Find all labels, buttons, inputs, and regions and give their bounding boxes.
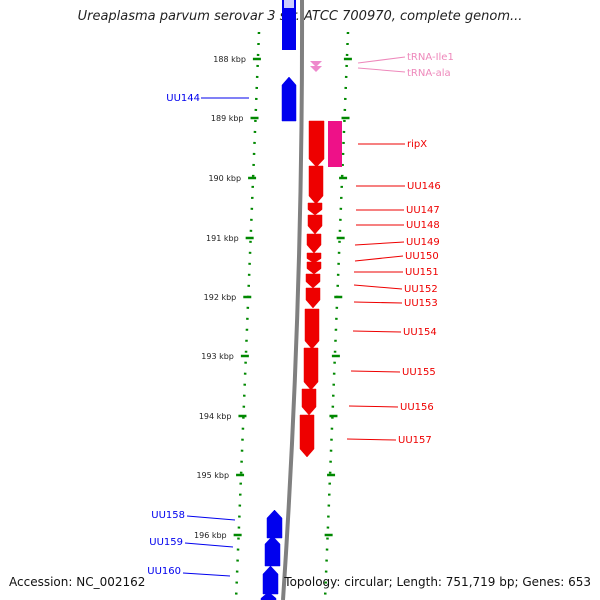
gene-label-UU160[interactable]: UU160 xyxy=(147,566,181,577)
gene-arrow-tRNA-ala xyxy=(310,66,322,72)
gene-arrow-UU160 xyxy=(262,565,279,595)
gene-label-line xyxy=(357,67,406,73)
gene-arrow-UU144 xyxy=(281,76,297,122)
gene-label-UU147[interactable]: UU147 xyxy=(406,205,440,216)
gene-arrow xyxy=(282,0,296,50)
gene-arrow-highlight xyxy=(284,0,294,8)
ruler-tick-label: 188 kbp xyxy=(213,55,246,64)
genome-backbone xyxy=(281,0,305,600)
gene-label-UU144[interactable]: UU144 xyxy=(166,93,200,104)
gene-arrow-reverse-7 xyxy=(306,261,322,275)
gene-label-tRNA-ala[interactable]: tRNA-ala xyxy=(407,68,451,79)
gene-arrow-reverse-5 xyxy=(306,233,322,254)
gene-label-line xyxy=(184,542,234,548)
gene-arrow-reverse-3 xyxy=(307,202,323,216)
gene-label-line xyxy=(353,284,403,290)
ruler-tick-label: 196 kbp xyxy=(194,531,227,540)
gene-arrow-reverse-4 xyxy=(307,214,323,235)
gene-label-line xyxy=(354,241,405,246)
gene-arrow-reverse-2 xyxy=(308,165,324,205)
map-title: Ureaplasma parvum serovar 3 str. ATCC 70… xyxy=(77,9,523,24)
genome-summary-text: Topology: circular; Length: 751,719 bp; … xyxy=(284,575,591,589)
gene-arrow-reverse-9 xyxy=(305,287,321,309)
gene-label-line xyxy=(353,301,403,304)
gene-arrow-partial xyxy=(260,591,277,600)
gene-label-tRNA-Ile1[interactable]: tRNA-Ile1 xyxy=(407,52,454,63)
gene-label-UU151[interactable]: UU151 xyxy=(405,267,439,278)
gene-label-ripX[interactable]: ripX xyxy=(407,139,427,150)
ruler-tick-label: 189 kbp xyxy=(211,114,244,123)
left-ruler xyxy=(234,31,261,600)
gene-arrow-reverse-12 xyxy=(301,388,317,416)
ruler-tick-label: 195 kbp xyxy=(196,471,229,480)
accession-text: Accession: NC_002162 xyxy=(9,575,146,589)
gene-label-line xyxy=(354,255,404,262)
gene-label-line xyxy=(350,370,401,373)
gene-label-line xyxy=(182,572,231,577)
ruler-tick-label: 193 kbp xyxy=(201,352,234,361)
gene-label-UU155[interactable]: UU155 xyxy=(402,367,436,378)
gene-label-UU156[interactable]: UU156 xyxy=(400,402,434,413)
gene-arrow-ripX xyxy=(328,121,342,167)
gene-arrow-reverse-6 xyxy=(306,252,322,264)
gene-arrow-reverse-8 xyxy=(305,273,321,289)
gene-label-UU159[interactable]: UU159 xyxy=(149,537,183,548)
gene-label-line xyxy=(357,56,406,64)
gene-label-UU154[interactable]: UU154 xyxy=(403,327,437,338)
gene-arrow-reverse-13 xyxy=(299,414,315,458)
gene-arrow-reverse-11 xyxy=(303,347,319,391)
gene-label-line xyxy=(186,515,236,521)
ruler-tick-label: 190 kbp xyxy=(208,174,241,183)
gene-label-line xyxy=(348,405,399,408)
gene-arrow-tRNA-Ile1 xyxy=(310,61,322,67)
gene-label-line xyxy=(346,438,397,441)
gene-label-UU153[interactable]: UU153 xyxy=(404,298,438,309)
gene-arrow-UU159 xyxy=(264,535,281,567)
gene-label-UU157[interactable]: UU157 xyxy=(398,435,432,446)
gene-label-UU146[interactable]: UU146 xyxy=(407,181,441,192)
gene-label-UU158[interactable]: UU158 xyxy=(151,510,185,521)
gene-arrow-UU158 xyxy=(266,509,283,539)
gene-label-UU150[interactable]: UU150 xyxy=(405,251,439,262)
gene-label-UU148[interactable]: UU148 xyxy=(406,220,440,231)
ruler-tick-label: 192 kbp xyxy=(204,293,237,302)
gene-label-UU149[interactable]: UU149 xyxy=(406,237,440,248)
gene-arrow-reverse-10 xyxy=(304,308,320,350)
gene-arrow-reverse-1 xyxy=(308,120,325,168)
gene-label-line xyxy=(352,330,402,333)
gene-label-UU152[interactable]: UU152 xyxy=(404,284,438,295)
ruler-tick-label: 194 kbp xyxy=(199,412,232,421)
ruler-tick-label: 191 kbp xyxy=(206,234,239,243)
right-ruler xyxy=(323,31,350,600)
